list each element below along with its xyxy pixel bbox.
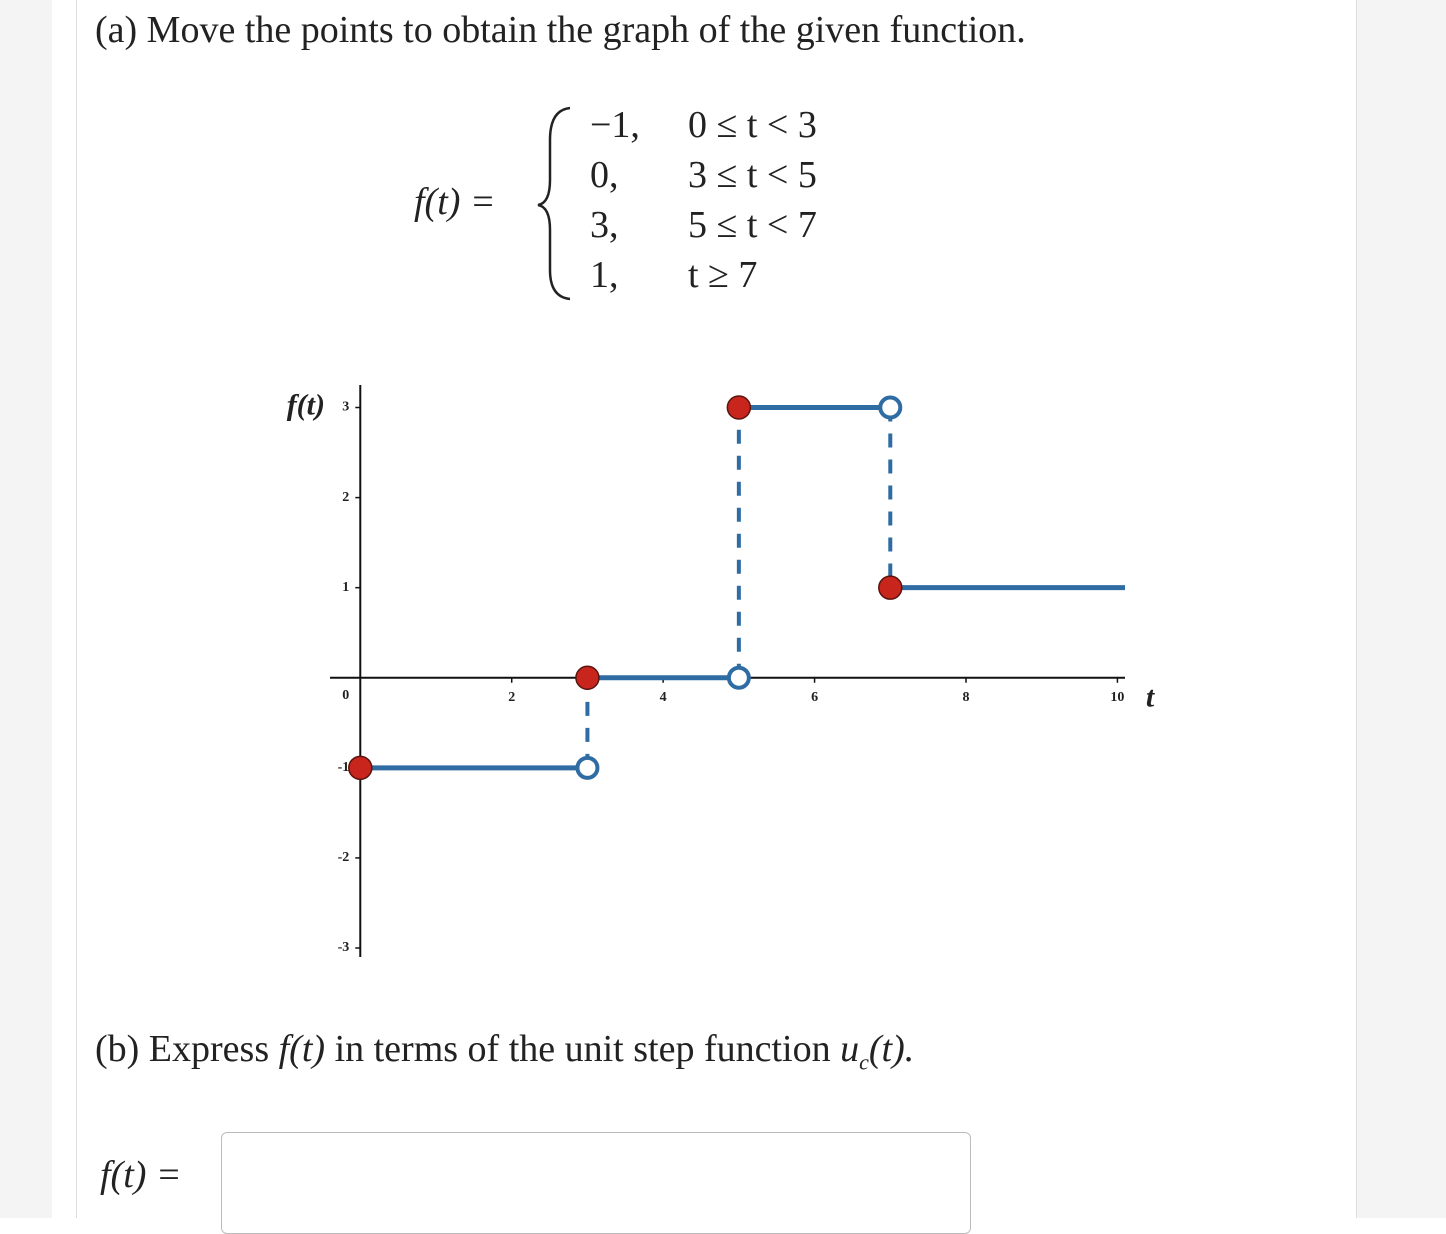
math: f(t) [278, 1028, 326, 1070]
y-tick-label: 3 [342, 400, 349, 415]
closed-point[interactable] [878, 575, 903, 600]
open-point[interactable] [575, 755, 600, 780]
case-condition: 3 ≤ t < 5 [688, 154, 817, 196]
math: f(t) = [100, 1154, 182, 1196]
y-axis-label: f(t) [287, 388, 325, 421]
text: in terms of the unit step function [334, 1028, 831, 1070]
y-tick-label: 2 [342, 490, 349, 505]
text: (b) Express [95, 1028, 270, 1070]
closed-point[interactable] [348, 755, 373, 781]
x-axis-label: t [1146, 681, 1156, 714]
y-tick-label: -2 [338, 850, 350, 865]
case-condition: 0 ≤ t < 3 [688, 104, 817, 146]
case-value: −1, [590, 104, 640, 146]
math: c [859, 1049, 869, 1075]
part-a-title: (a) Move the points to obtain the graph … [95, 9, 1026, 51]
case-condition: t ≥ 7 [688, 254, 758, 296]
x-tick-label: 10 [1110, 690, 1124, 705]
case-value: 1, [590, 254, 619, 296]
y-tick-label: -1 [338, 760, 350, 775]
case-value: 0, [590, 154, 619, 196]
open-point[interactable] [878, 395, 903, 420]
open-point[interactable] [726, 665, 751, 690]
math: (t). [868, 1028, 915, 1070]
case-value: 3, [590, 204, 619, 246]
case-condition: 5 ≤ t < 7 [688, 204, 817, 246]
y-tick-label: 0 [342, 688, 349, 703]
x-tick-label: 6 [811, 690, 818, 705]
closed-point[interactable] [726, 395, 752, 420]
brace [537, 106, 571, 301]
closed-point[interactable] [575, 665, 600, 691]
answer-label: f(t) = [100, 1153, 182, 1197]
piecewise-lhs: f(t) = [414, 180, 496, 224]
answer-input[interactable] [221, 1132, 971, 1234]
x-tick-label: 8 [963, 690, 970, 705]
math: u [840, 1028, 860, 1070]
part-b-title: (b) Express f(t) in terms of the unit st… [95, 1027, 914, 1076]
y-tick-label: 1 [342, 580, 349, 595]
y-tick-label: -3 [338, 940, 350, 955]
left-margin [0, 0, 52, 1218]
x-tick-label: 2 [508, 690, 515, 705]
x-tick-label: 4 [660, 690, 667, 705]
piecewise-lhs-text: f(t) = [414, 181, 496, 223]
question-panel [76, 0, 1357, 1218]
right-margin [1356, 0, 1446, 1218]
graph: -3 -2 -1 0 1 2 3 2 4 6 8 10 f(t) t [287, 106, 1156, 957]
